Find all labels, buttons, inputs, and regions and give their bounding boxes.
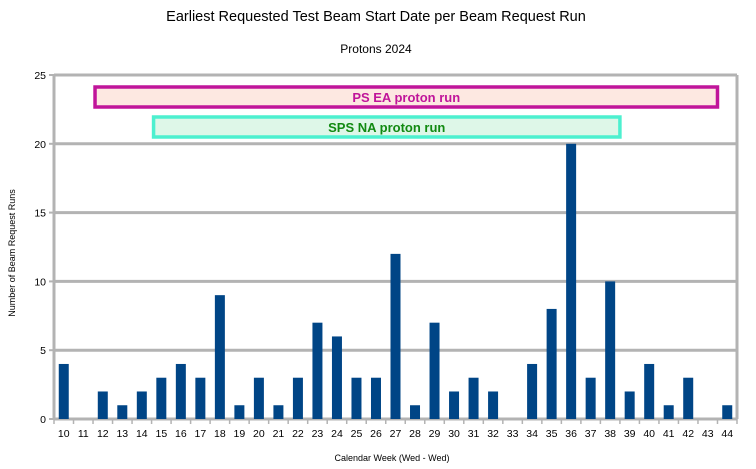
- run-annotations: PS EA proton run SPS NA proton run: [93, 85, 720, 139]
- y-tick-label: 5: [40, 345, 46, 357]
- x-tick-label: 42: [682, 428, 694, 440]
- x-tick-label: 33: [507, 428, 519, 440]
- x-tick-label: 20: [253, 428, 265, 440]
- x-tick-label: 38: [604, 428, 616, 440]
- x-tick-label: 25: [351, 428, 363, 440]
- x-tick-label: 31: [468, 428, 480, 440]
- bar-week-31: [468, 377, 479, 419]
- x-tick-label: 18: [214, 428, 226, 440]
- x-tick-label: 23: [312, 428, 324, 440]
- run-box-2: [151, 115, 622, 139]
- bar-week-18: [214, 295, 225, 419]
- bar-week-27: [390, 253, 401, 419]
- bar-week-36: [566, 143, 577, 420]
- bar-week-10: [58, 363, 69, 419]
- chart-title: Earliest Requested Test Beam Start Date …: [166, 9, 586, 25]
- bar-week-20: [253, 377, 264, 419]
- x-tick-label: 19: [234, 428, 246, 440]
- x-tick-label: 30: [448, 428, 460, 440]
- run-label-1: PS EA proton run: [352, 90, 460, 105]
- bar-week-23: [312, 322, 323, 419]
- bar-week-26: [370, 377, 381, 419]
- x-tick-label: 22: [292, 428, 304, 440]
- y-tick-labels: 0 5 10 15 20 25: [34, 70, 46, 426]
- bar-week-42: [683, 377, 694, 419]
- bar-week-37: [585, 377, 596, 419]
- y-tick-label: 25: [34, 70, 46, 82]
- x-tick-label: 41: [663, 428, 675, 440]
- bar-week-44: [722, 405, 733, 419]
- y-tick-label: 20: [34, 139, 46, 151]
- x-tick-label: 24: [331, 428, 343, 440]
- x-tick-label: 34: [526, 428, 538, 440]
- x-tick-label: 26: [370, 428, 382, 440]
- bar-week-35: [546, 308, 557, 419]
- y-axis-label: Number of Beam Request Runs: [7, 189, 17, 317]
- x-tick-label: 29: [429, 428, 441, 440]
- bar-week-12: [97, 391, 108, 419]
- x-tick-label: 35: [546, 428, 558, 440]
- x-tick-label: 37: [585, 428, 597, 440]
- x-tick-label: 13: [116, 428, 128, 440]
- x-tick-label: 36: [565, 428, 577, 440]
- x-tick-label: 40: [643, 428, 655, 440]
- y-tick-label: 0: [40, 414, 46, 426]
- bar-week-39: [624, 391, 635, 419]
- bar-week-22: [292, 377, 303, 419]
- x-tick-label: 39: [624, 428, 636, 440]
- bar-week-17: [195, 377, 206, 419]
- bar-week-29: [429, 322, 440, 419]
- bars: [58, 143, 733, 420]
- x-tick-label: 15: [155, 428, 167, 440]
- x-tick-labels: 10 11 12 13 14 15 16 17 18 19 20 21 22 23 24 25 26 27 28 29…: [58, 428, 733, 440]
- x-tick-label: 11: [78, 428, 89, 440]
- bar-week-25: [351, 377, 362, 419]
- x-tick-label: 27: [390, 428, 402, 440]
- bar-week-34: [527, 363, 538, 419]
- x-tick-label: 32: [487, 428, 499, 440]
- bar-week-16: [175, 363, 186, 419]
- bar-week-24: [331, 336, 342, 419]
- x-tick-label: 21: [273, 428, 285, 440]
- bar-week-41: [663, 405, 674, 419]
- x-tick-label: 10: [58, 428, 70, 440]
- chart-subtitle: Protons 2024: [340, 42, 412, 56]
- bar-week-15: [156, 377, 167, 419]
- bar-week-13: [117, 405, 128, 419]
- bar-week-38: [605, 281, 616, 419]
- x-tick-label: 14: [136, 428, 148, 440]
- x-tick-label: 17: [195, 428, 207, 440]
- x-axis-label: Calendar Week (Wed - Wed): [334, 453, 449, 463]
- x-tick-label: 43: [702, 428, 714, 440]
- bar-week-21: [273, 405, 284, 419]
- run-box-1: [93, 85, 720, 109]
- bar-week-30: [449, 391, 460, 419]
- bar-week-14: [136, 391, 147, 419]
- y-tick-label: 15: [34, 208, 46, 220]
- x-tick-label: 28: [409, 428, 421, 440]
- x-tick-label: 12: [97, 428, 109, 440]
- y-tick-label: 10: [34, 276, 46, 288]
- bar-week-28: [410, 405, 421, 419]
- bar-week-32: [488, 391, 499, 419]
- x-tick-label: 16: [175, 428, 187, 440]
- run-label-2: SPS NA proton run: [328, 120, 445, 135]
- x-tick-label: 44: [721, 428, 733, 440]
- bar-week-19: [234, 405, 245, 419]
- bar-week-40: [644, 363, 655, 419]
